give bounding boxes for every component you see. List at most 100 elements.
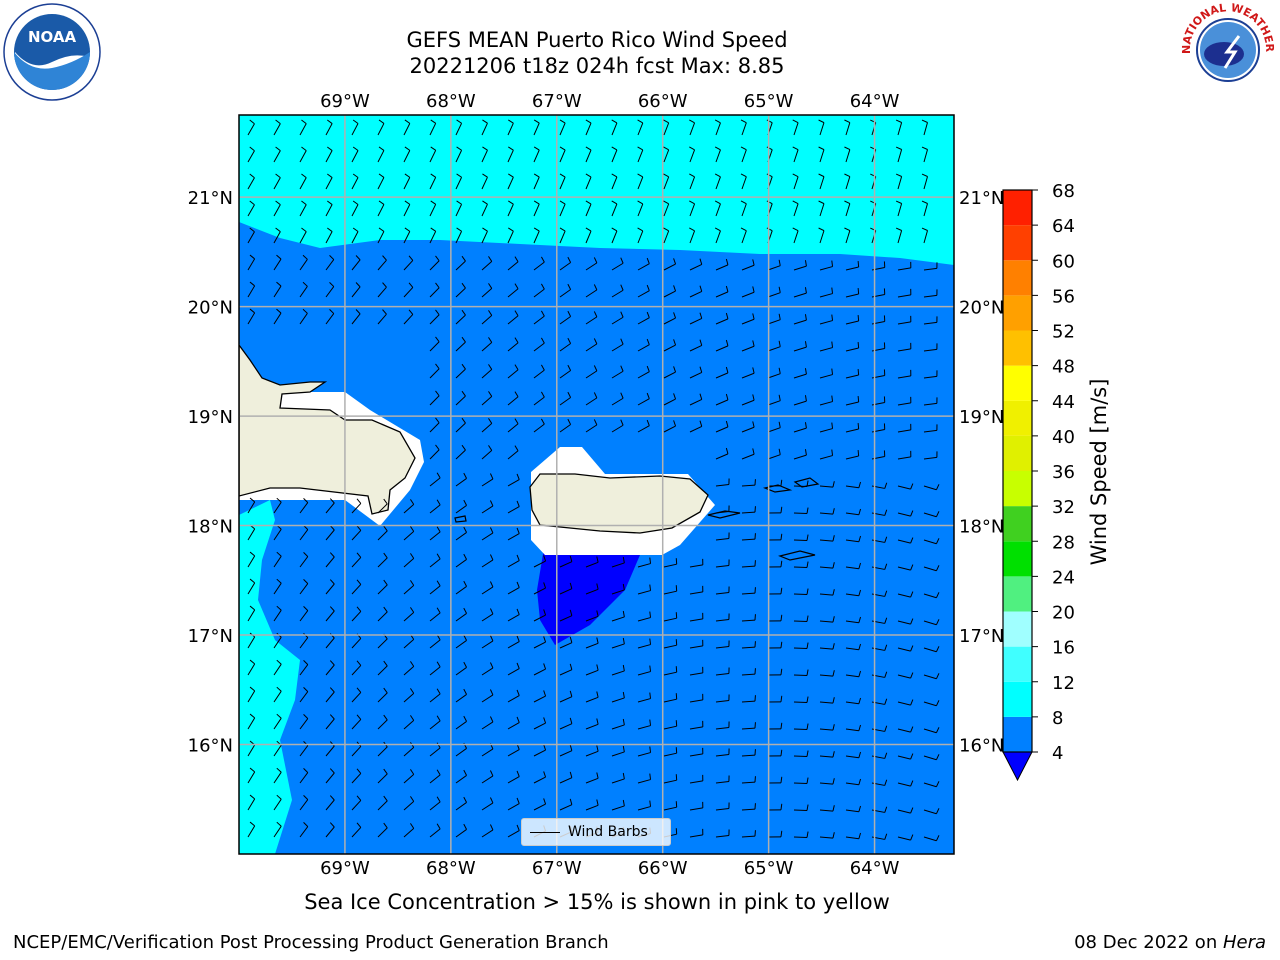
wind-barb	[559, 391, 572, 406]
wind-barb	[793, 723, 809, 730]
wind-barb	[793, 449, 807, 460]
wind-barb	[429, 715, 441, 730]
wind-barb	[429, 823, 441, 838]
colorbar-tick-label: 8	[1052, 708, 1063, 729]
wind-barb	[637, 584, 652, 595]
wind-barb	[325, 660, 335, 676]
wind-barb	[377, 714, 388, 730]
wind-barb	[793, 422, 807, 433]
wind-barb	[533, 798, 547, 811]
wind-barb	[481, 173, 488, 190]
wind-barb	[429, 363, 440, 379]
wind-barb	[663, 200, 670, 217]
wind-barb	[325, 606, 335, 622]
wind-barb	[792, 200, 799, 217]
wind-barb	[351, 552, 362, 568]
wind-barb	[921, 200, 928, 217]
colorbar-tick-label: 64	[1052, 216, 1075, 237]
wind-barb	[897, 807, 914, 814]
colorbar-tick-label: 32	[1052, 497, 1075, 518]
wind-barb	[767, 722, 783, 730]
wind-barb	[637, 800, 652, 811]
colorbar-tick-label: 48	[1052, 357, 1075, 378]
wind-barb	[481, 662, 494, 676]
lat-tick-label: 20°N	[959, 298, 1004, 319]
wind-barb	[689, 173, 696, 190]
wind-barb	[559, 364, 572, 379]
wind-barb	[351, 525, 362, 541]
wind-barb	[897, 483, 914, 490]
wind-barb	[741, 286, 755, 298]
wind-barb	[507, 797, 520, 811]
wind-barb	[921, 227, 928, 244]
wind-barb	[845, 422, 860, 433]
wind-barb	[897, 591, 914, 598]
wind-barb	[923, 727, 940, 734]
wind-barb	[897, 564, 914, 571]
wind-barb	[715, 721, 730, 730]
wind-barb	[767, 340, 781, 352]
wind-barb	[429, 119, 437, 136]
wind-barb	[585, 119, 592, 136]
wind-barb	[897, 342, 912, 352]
footer-host: Hera	[1222, 932, 1266, 953]
wind-barb	[377, 525, 388, 541]
wind-barb	[845, 589, 862, 597]
wind-barb	[481, 608, 494, 622]
wind-barb	[325, 714, 335, 730]
lat-tick-label: 21°N	[188, 188, 233, 209]
wind-barb	[897, 450, 912, 460]
colorbar-tick-label: 44	[1052, 392, 1075, 413]
legend-label: Wind Barbs	[568, 824, 648, 840]
wind-barb	[247, 713, 256, 730]
wind-barb	[895, 200, 903, 217]
wind-barb	[481, 337, 493, 352]
wind-barb	[663, 312, 677, 325]
wind-barb	[507, 824, 520, 838]
lon-tick-label: 65°W	[744, 858, 794, 879]
colorbar-tick-label: 60	[1052, 251, 1075, 272]
wind-barb	[481, 256, 493, 271]
wind-barb	[377, 606, 388, 622]
wind-barb	[895, 173, 903, 190]
wind-barb	[403, 553, 415, 568]
wind-barb	[559, 310, 572, 325]
wind-barb	[585, 691, 599, 703]
wind-barb	[533, 418, 545, 433]
wind-barb	[741, 776, 756, 784]
wind-barb	[325, 281, 335, 298]
wind-barb	[663, 612, 678, 622]
wind-barb	[792, 227, 799, 244]
wind-barb	[819, 643, 835, 650]
wind-barb	[455, 390, 466, 406]
wind-barb	[715, 366, 729, 379]
wind-barb	[507, 635, 520, 649]
wind-barb	[429, 336, 440, 352]
wind-barb	[507, 662, 520, 676]
wind-barb	[741, 421, 755, 433]
wind-barb	[559, 418, 572, 433]
wind-barb	[247, 578, 256, 595]
wind-barb	[611, 799, 625, 811]
wind-barb	[533, 717, 547, 730]
colorbar-segment	[1003, 190, 1032, 226]
wind-barb	[767, 695, 783, 703]
wind-barb	[429, 282, 440, 298]
wind-barb	[403, 823, 415, 838]
wind-barb	[923, 484, 940, 491]
wind-barb	[845, 287, 860, 298]
wind-barb	[923, 262, 938, 271]
wind-barb	[455, 146, 463, 163]
wind-barb	[923, 673, 940, 680]
wind-barb	[299, 605, 309, 622]
wind-barb	[429, 200, 437, 217]
wind-barb	[845, 670, 862, 678]
wind-barb	[351, 309, 361, 325]
wind-barb	[247, 281, 256, 298]
wind-barb	[403, 173, 411, 190]
wind-barb	[793, 588, 809, 595]
wind-barb	[637, 392, 650, 406]
wind-barb	[845, 395, 860, 406]
wind-barb	[351, 687, 362, 703]
wind-barb	[897, 780, 914, 787]
